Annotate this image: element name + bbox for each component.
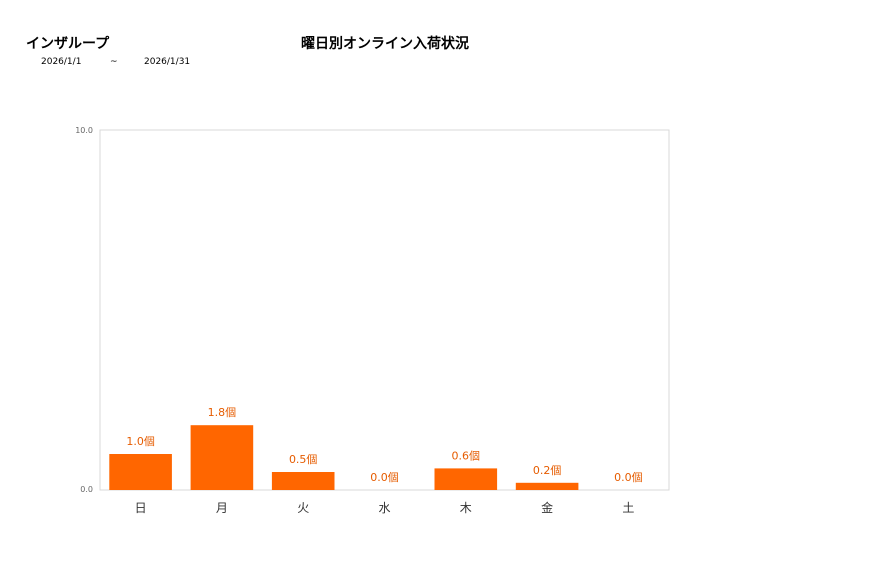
y-tick-bottom: 0.0	[80, 485, 93, 494]
data-label-1: 1.8個	[208, 406, 237, 419]
group-name: インザループ	[26, 36, 110, 52]
bar-1	[190, 425, 254, 490]
bar-0	[109, 454, 172, 490]
plot-frame	[99, 129, 670, 491]
category-label-5: 金	[541, 500, 553, 515]
data-label-4: 0.6個	[452, 449, 481, 462]
category-label-6: 土	[622, 501, 634, 515]
data-label-5: 0.2個	[533, 464, 562, 477]
category-label-3: 水	[378, 501, 390, 515]
chart-title: 曜日別オンライン入荷状況	[301, 36, 469, 52]
date-separator: ~	[110, 57, 118, 67]
date-to: 2026/1/31	[144, 57, 191, 67]
category-label-2: 火	[297, 501, 309, 515]
category-label-0: 日	[135, 501, 147, 515]
y-tick-top: 10.0	[75, 126, 93, 135]
category-label-4: 木	[460, 501, 472, 515]
data-label-3: 0.0個	[370, 471, 399, 484]
data-label-2: 0.5個	[289, 453, 318, 466]
date-from: 2026/1/1	[41, 57, 82, 67]
bar-5	[515, 482, 579, 490]
data-label-0: 1.0個	[126, 435, 155, 448]
bar-2	[271, 472, 335, 490]
category-label-1: 月	[216, 501, 228, 515]
data-label-6: 0.0個	[614, 471, 643, 484]
bar-4	[434, 468, 498, 490]
